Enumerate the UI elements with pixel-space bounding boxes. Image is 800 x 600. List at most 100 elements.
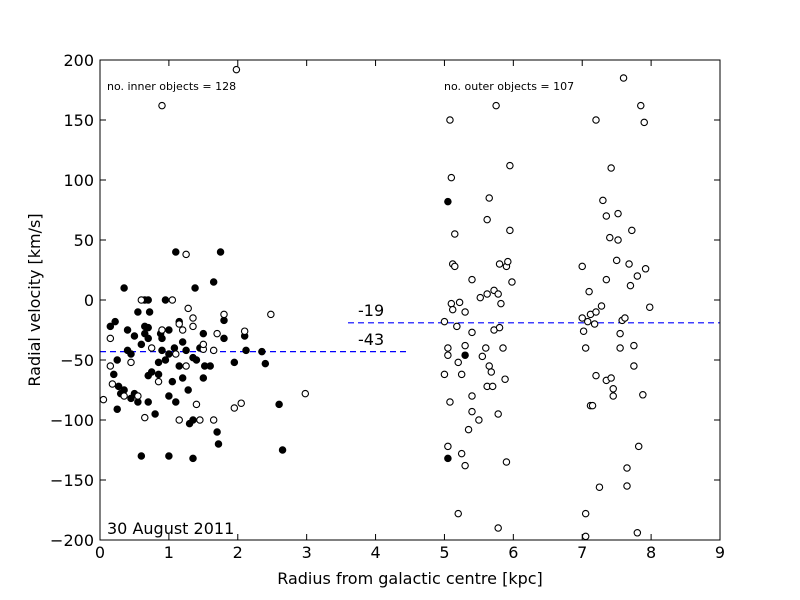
- open-data-point: [590, 320, 599, 328]
- y-tick-label: 50: [74, 231, 94, 250]
- filled-data-point: [242, 346, 250, 355]
- filled-data-point: [134, 308, 142, 316]
- open-data-point: [599, 196, 607, 205]
- open-data-point: [168, 296, 177, 304]
- open-data-point: [182, 362, 190, 370]
- open-data-point: [237, 399, 245, 407]
- open-data-point: [602, 212, 611, 220]
- open-data-point: [141, 413, 149, 422]
- filled-data-point: [214, 440, 223, 448]
- x-tick-label: 6: [508, 543, 518, 562]
- open-data-point: [447, 299, 456, 308]
- filled-data-point: [144, 398, 152, 406]
- filled-data-point: [461, 351, 469, 359]
- open-data-point: [482, 344, 490, 352]
- open-data-point: [134, 392, 142, 400]
- open-data-point: [581, 344, 590, 352]
- open-data-point: [446, 398, 454, 406]
- open-data-point: [628, 226, 636, 235]
- open-data-point: [602, 275, 611, 284]
- open-data-point: [625, 260, 633, 268]
- inner-mean-label: -43: [358, 330, 384, 349]
- outer-count-annotation: no. outer objects = 107: [444, 80, 574, 93]
- outer-mean-label: -19: [358, 301, 384, 320]
- open-data-point: [499, 344, 507, 352]
- open-data-point: [461, 308, 469, 316]
- open-data-point: [597, 302, 606, 310]
- open-data-point: [495, 323, 504, 332]
- open-data-point: [446, 116, 454, 124]
- open-data-point: [595, 483, 604, 491]
- y-tick-label: 200: [63, 51, 94, 70]
- open-data-point: [592, 371, 600, 380]
- open-data-point: [483, 215, 491, 224]
- open-data-point: [607, 164, 615, 172]
- open-data-point: [502, 458, 511, 466]
- open-data-point: [623, 464, 631, 472]
- x-tick-label: 2: [233, 543, 243, 562]
- y-tick-label: −100: [50, 411, 94, 430]
- filled-data-point: [230, 358, 239, 367]
- open-data-point: [444, 351, 452, 359]
- open-data-point: [189, 314, 197, 322]
- filled-data-point: [206, 362, 214, 370]
- open-data-point: [172, 350, 180, 358]
- open-data-point: [501, 375, 509, 383]
- open-data-point: [619, 74, 628, 82]
- open-data-point: [127, 358, 135, 367]
- filled-data-point: [213, 428, 221, 436]
- filled-data-point: [258, 347, 266, 356]
- open-data-point: [120, 392, 128, 400]
- open-data-point: [457, 449, 466, 458]
- open-data-point: [621, 314, 629, 322]
- filled-data-point: [120, 386, 128, 394]
- filled-data-point: [134, 398, 142, 406]
- open-data-point: [147, 344, 156, 352]
- open-data-point: [468, 407, 476, 416]
- open-data-point: [592, 308, 600, 316]
- open-data-point: [99, 395, 108, 404]
- open-data-point: [175, 416, 183, 424]
- open-data-point: [184, 304, 192, 313]
- open-data-point: [630, 341, 638, 350]
- open-data-point: [504, 257, 512, 266]
- y-axis-title: Radial velocity [km/s]: [25, 213, 44, 386]
- date-annotation: 30 August 2011: [107, 519, 234, 538]
- open-data-point: [478, 352, 487, 361]
- filled-data-point: [154, 370, 163, 379]
- open-data-point: [614, 236, 622, 244]
- open-data-point: [453, 322, 461, 331]
- filled-data-point: [151, 410, 159, 418]
- filled-data-point: [216, 248, 225, 256]
- y-tick-label: −200: [50, 531, 94, 550]
- open-data-point: [626, 281, 635, 290]
- filled-data-point: [145, 308, 154, 316]
- open-data-point: [616, 329, 624, 338]
- open-data-point: [609, 385, 617, 393]
- y-tick-label: 100: [63, 171, 94, 190]
- filled-data-point: [165, 452, 173, 460]
- open-data-point: [106, 362, 115, 370]
- open-data-point: [444, 442, 452, 451]
- open-data-point: [639, 391, 647, 399]
- open-data-point: [230, 404, 239, 412]
- x-tick-label: 9: [715, 543, 725, 562]
- open-data-point: [454, 358, 462, 367]
- open-data-point: [267, 310, 275, 319]
- x-tick-label: 0: [95, 543, 105, 562]
- filled-data-point: [113, 405, 121, 413]
- open-data-point: [447, 173, 456, 182]
- filled-data-point: [165, 326, 173, 334]
- open-data-point: [158, 326, 166, 334]
- open-data-point: [464, 425, 473, 434]
- open-data-point: [108, 380, 117, 388]
- x-tick-label: 8: [646, 543, 656, 562]
- open-data-point: [106, 334, 115, 343]
- filled-data-point: [106, 322, 115, 331]
- inner-count-annotation: no. inner objects = 128: [107, 80, 236, 93]
- filled-data-point: [158, 346, 166, 355]
- filled-data-point: [178, 338, 187, 346]
- filled-data-point: [261, 359, 270, 368]
